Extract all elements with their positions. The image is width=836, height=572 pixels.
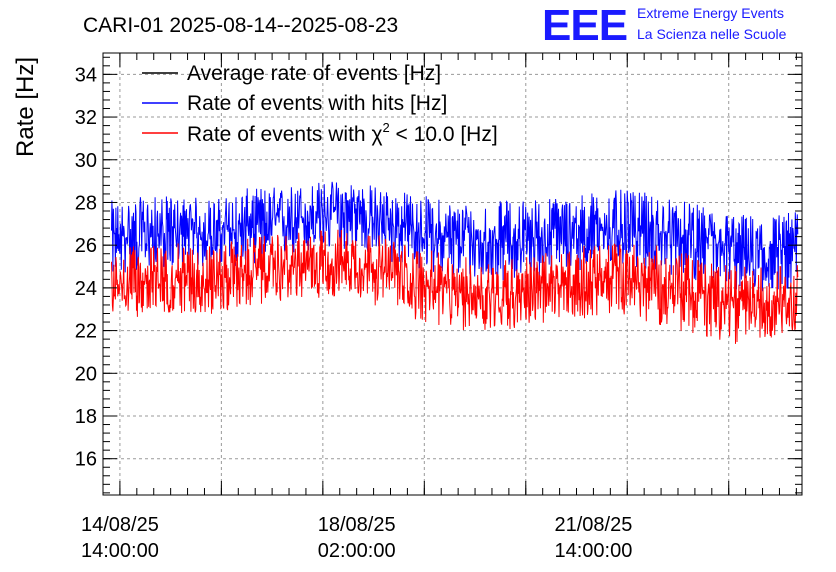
y-tick-label: 28	[75, 192, 97, 214]
chart-title: CARI-01 2025-08-14--2025-08-23	[83, 14, 398, 37]
series-line-hits	[111, 181, 799, 292]
y-axis-label: Rate [Hz]	[12, 57, 39, 157]
series-line-chi2	[111, 229, 799, 344]
y-tick-label: 22	[75, 321, 97, 343]
y-tick-label: 24	[75, 278, 97, 300]
x-tick-label-time: 14:00:00	[81, 540, 159, 562]
legend-label-hits: Rate of events with hits [Hz]	[187, 92, 447, 115]
x-tick-label-date: 18/08/25	[318, 514, 396, 536]
y-tick-label: 26	[75, 235, 97, 257]
x-tick-label-date: 14/08/25	[81, 514, 159, 536]
y-tick-label: 16	[75, 449, 97, 471]
y-tick-label: 30	[75, 150, 97, 172]
logo-mark: EEE	[542, 1, 627, 50]
legend-label-chi2: Rate of events with χ2 < 10.0 [Hz]	[187, 120, 498, 146]
y-tick-label: 34	[75, 64, 97, 86]
legend-label-average: Average rate of events [Hz]	[187, 62, 441, 85]
x-tick-label-time: 14:00:00	[554, 540, 632, 562]
x-tick-label-time: 02:00:00	[318, 540, 396, 562]
y-tick-label: 18	[75, 406, 97, 428]
y-tick-label: 20	[75, 363, 97, 385]
legend: Average rate of events [Hz] Rate of even…	[142, 62, 498, 146]
x-tick-label-date: 21/08/25	[554, 514, 632, 536]
y-tick-label: 32	[75, 107, 97, 129]
logo-line-1: Extreme Energy Events	[637, 5, 784, 21]
logo-line-2: La Scienza nelle Scuole	[637, 26, 787, 42]
grid	[103, 53, 802, 495]
plot-frame	[102, 52, 803, 496]
axes: 16 18 20 22 24 26 28 30 32 34 14/08/25 14:00:00 18/0…	[75, 52, 803, 562]
eee-logo: EEE Extreme Energy Events La Scienza nel…	[542, 1, 787, 50]
series-layer	[111, 181, 799, 344]
